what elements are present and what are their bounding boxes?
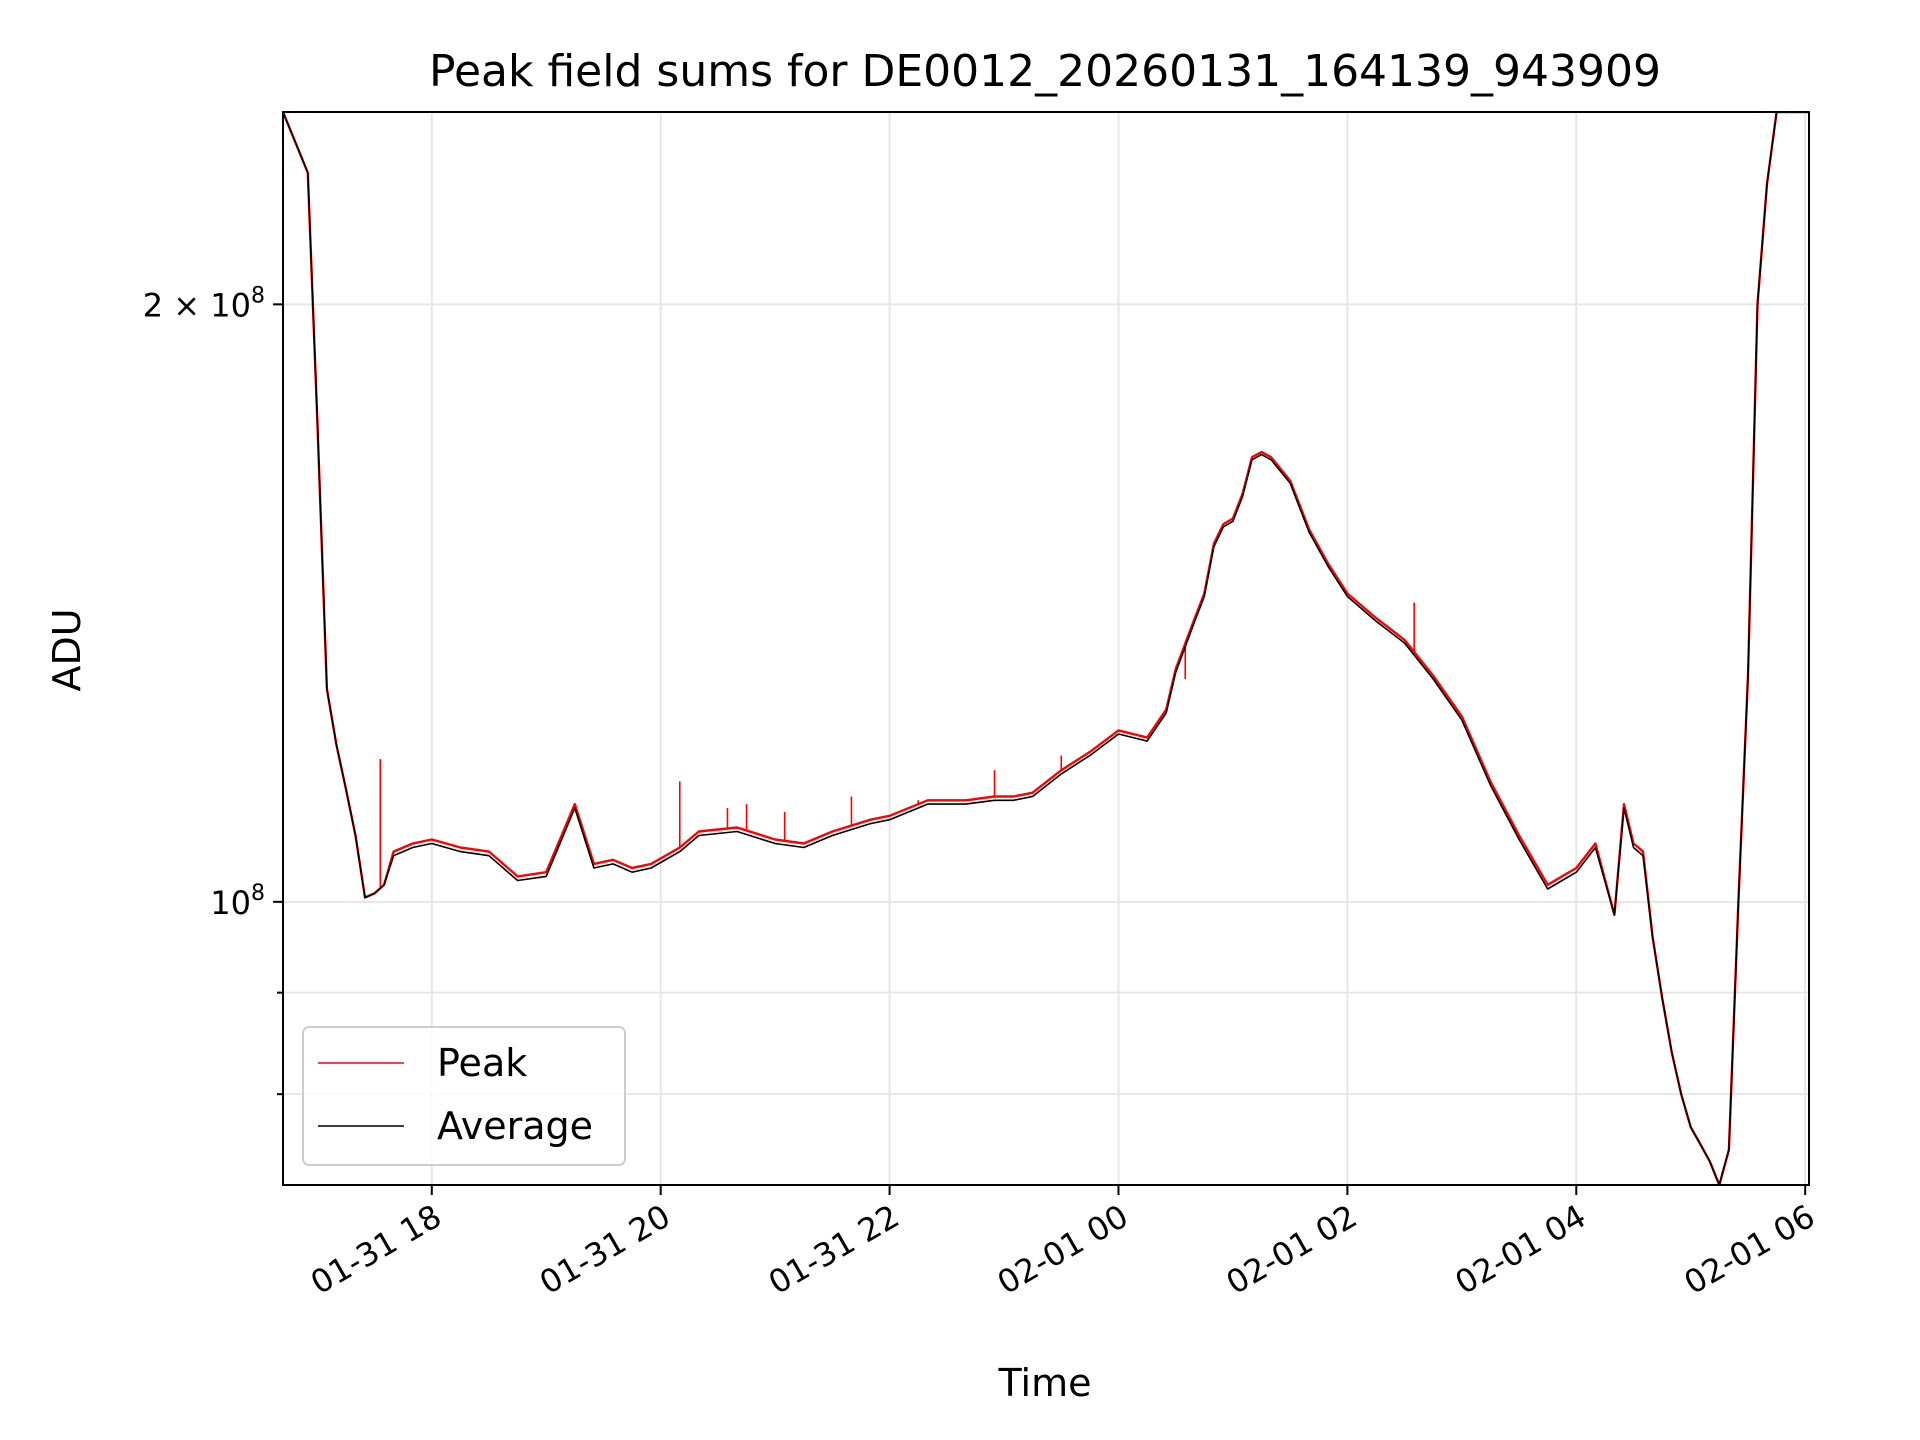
x-axis-label: Time [998,1361,1092,1405]
y-tick-label: 2 × 108 [143,283,265,324]
chart-title: Peak field sums for DE0012_20260131_1641… [429,46,1661,97]
y-tick-label: 108 [210,881,265,922]
gridlines [283,112,1809,1185]
plot-frame [282,111,1810,1186]
series-clip-group [283,112,1809,1185]
series-lines [283,112,1809,1185]
legend-label-peak: Peak [437,1041,527,1085]
y-axis-label: ADU [45,608,89,691]
y-axis-ticks: 108 2 × 108 [143,283,283,1096]
series-line-average [283,112,1809,1185]
legend: Peak Average [302,1026,626,1166]
legend-label-average: Average [437,1104,593,1148]
legend-box [302,1026,626,1166]
